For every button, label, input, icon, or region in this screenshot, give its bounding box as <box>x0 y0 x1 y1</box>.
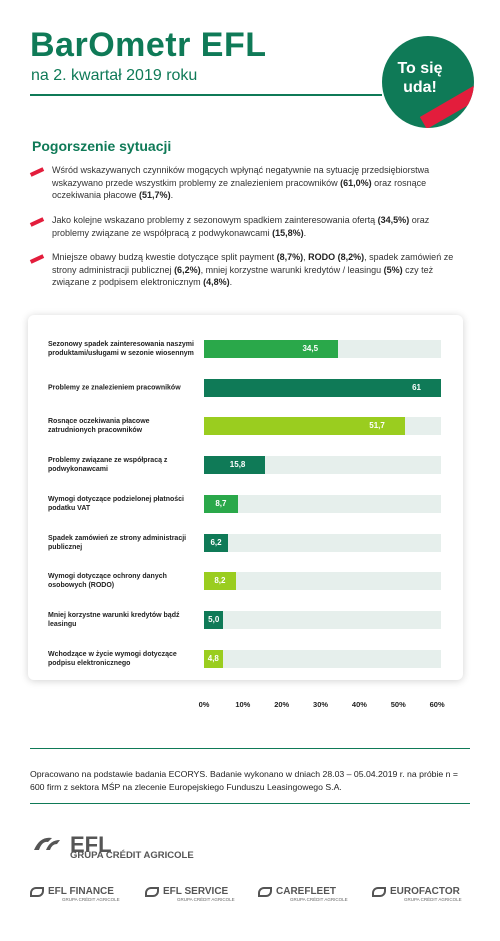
value-label: 61 <box>412 382 421 392</box>
partner-logo: EFL SERVICE GRUPA CRÉDIT AGRICOLE <box>145 886 235 902</box>
bullet-text: Mniejsze obawy budzą kwestie dotyczące s… <box>52 252 277 262</box>
section-heading: Pogorszenie sytuacji <box>32 138 172 154</box>
category-label: Sezonowy spadek zainteresowania naszymi … <box>48 341 194 357</box>
logo-name: EUROFACTOR <box>390 886 460 897</box>
bullet-text: , <box>303 252 309 262</box>
x-tick-label: 50% <box>390 700 406 709</box>
x-tick-label: 60% <box>429 700 445 709</box>
bar <box>204 340 339 358</box>
bar-track <box>204 533 441 552</box>
logo-group: GRUPA CRÉDIT AGRICOLE <box>62 897 120 902</box>
logo-group: GRUPA CRÉDIT AGRICOLE <box>404 897 462 902</box>
bullet-marker <box>29 167 45 177</box>
bar <box>204 456 266 475</box>
bar-track <box>204 494 441 513</box>
category-label: Rosnące oczekiwania płacowe zatrudnionyc… <box>48 418 150 435</box>
bullet-text: (15,8%) <box>272 227 304 238</box>
bullet-text: (61,0%) <box>340 177 372 188</box>
category-label: Problemy ze znalezieniem pracowników <box>48 384 181 392</box>
bullet-text: Wśród wskazywanych czynników mogących wp… <box>52 165 430 188</box>
bullet: Jako kolejne wskazano problemy z sezonow… <box>52 214 457 239</box>
value-label: 6,2 <box>210 537 222 547</box>
value-label: 15,8 <box>229 460 246 470</box>
value-label: 34,5 <box>302 344 319 353</box>
subtitle: na 2. kwartał 2019 roku <box>31 67 198 84</box>
value-label: 8,7 <box>215 498 227 508</box>
bullet: Mniejsze obawy budzą kwestie dotyczące s… <box>52 251 457 289</box>
logo-icon <box>372 887 386 897</box>
bar <box>204 378 441 397</box>
x-tick-label: 20% <box>274 700 290 709</box>
bar <box>204 494 238 513</box>
bullet-text: Jako kolejne wskazano problemy z sezonow… <box>52 215 378 225</box>
bullet-text: . <box>303 227 307 238</box>
rule <box>30 94 382 96</box>
partner-logo: EFL FINANCE GRUPA CRÉDIT AGRICOLE <box>30 886 120 902</box>
logo-icon <box>258 887 272 897</box>
value-label: 51,7 <box>369 421 385 431</box>
bar <box>204 533 229 552</box>
bullet-text: (8,7%) <box>276 252 304 262</box>
brand-group: GRUPA CRÉDIT AGRICOLE <box>70 850 194 861</box>
rule <box>30 748 470 749</box>
partner-logo: CAREFLEET GRUPA CRÉDIT AGRICOLE <box>258 886 348 902</box>
x-tick-label: 0% <box>198 700 210 709</box>
x-tick-label: 40% <box>351 700 367 709</box>
brand-name: EFL <box>70 832 112 857</box>
title: BarOmetr EFL <box>30 26 267 64</box>
x-tick-label: 10% <box>235 700 251 709</box>
bullet-marker <box>29 217 45 227</box>
category-label: Spadek zamówień ze strony administracji … <box>48 534 187 551</box>
bullet-text: . <box>170 190 174 200</box>
bar <box>204 610 224 629</box>
bullet-text: (4,8%) <box>203 277 230 287</box>
bar <box>204 417 405 436</box>
bullet-text: oraz problemy związane ze współpracą z p… <box>52 215 430 238</box>
bullet-text: oraz rosnące oczekiwania płacowe <box>52 177 427 201</box>
badge-text: To się <box>397 60 443 77</box>
logo-group: GRUPA CRÉDIT AGRICOLE <box>177 897 235 902</box>
bullet-marker <box>29 254 45 264</box>
bullet-text: RODO (8,2%) <box>308 252 365 262</box>
x-tick-label: 30% <box>313 700 329 709</box>
bar <box>204 572 236 591</box>
bullet-text: , mniej korzystne warunki kredytów / lea… <box>200 264 384 275</box>
bullet: Wśród wskazywanych czynników mogących wp… <box>52 164 457 202</box>
rule <box>30 803 470 804</box>
logo-group: GRUPA CRÉDIT AGRICOLE <box>290 897 348 902</box>
bullet-text: (5%) <box>383 264 403 275</box>
logo-icon <box>145 887 159 897</box>
category-label: Wchodzące w życie wymogi dotyczące podpi… <box>48 650 177 667</box>
bar <box>204 649 223 668</box>
bar-track <box>204 610 441 629</box>
category-label: Wymogi dotyczące ochrony danych osobowyc… <box>48 573 167 590</box>
value-label: 5,0 <box>208 614 220 624</box>
value-label: 4,8 <box>207 653 219 663</box>
bar-track <box>204 649 441 668</box>
logo-name: EFL FINANCE <box>48 886 114 897</box>
logo-name: EFL SERVICE <box>163 886 229 897</box>
brand-icon <box>34 837 60 850</box>
footnote: Opracowano na podstawie badania ECORYS. … <box>30 769 458 792</box>
badge-text: uda! <box>403 79 437 96</box>
bullet-text: , spadek zamówień ze strony administracj… <box>52 252 454 275</box>
bullet-text: (34,5%) <box>377 215 410 225</box>
partner-logo: EUROFACTOR GRUPA CRÉDIT AGRICOLE <box>372 886 462 902</box>
category-label: Mniej korzystne warunki kredytów bądź le… <box>48 611 180 628</box>
bullet-text: (51,7%) <box>139 190 171 200</box>
logo-icon <box>30 887 44 897</box>
bar-track <box>204 572 441 591</box>
bullet-text: . <box>229 277 233 287</box>
value-label: 8,2 <box>214 576 226 586</box>
bullet-text: czy też związane z podpisem elektroniczn… <box>52 264 434 288</box>
logo-name: CAREFLEET <box>276 886 336 897</box>
category-label: Wymogi dotyczące podzielonej płatności p… <box>48 495 185 512</box>
category-label: Problemy związane ze współpracą z podwyk… <box>48 457 168 474</box>
bullet-text: (6,2%) <box>174 264 201 275</box>
badge: To się uda! <box>382 36 474 128</box>
